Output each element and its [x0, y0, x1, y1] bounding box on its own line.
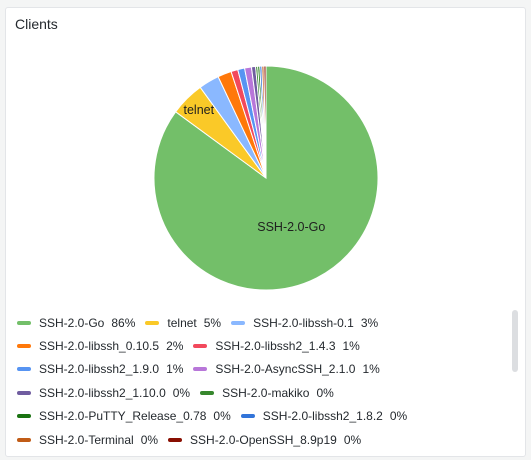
legend-percent: 5% — [203, 315, 222, 330]
legend-percent: 0% — [140, 432, 159, 447]
pie-chart: SSH-2.0-Go telnet — [153, 65, 379, 291]
legend-percent: 86% — [111, 315, 136, 330]
legend-label: SSH-2.0-makiko — [222, 385, 310, 400]
pie-slice-ssh-2-0-openssh-8-9p19[interactable] — [263, 65, 267, 179]
legend-label: SSH-2.0-libssh2_1.4.3 — [215, 339, 336, 354]
legend-item[interactable]: SSH-2.0-Terminal 0% — [17, 433, 158, 447]
legend-swatch — [168, 437, 183, 442]
legend-item[interactable]: SSH-2.0-Go 86% — [17, 316, 135, 330]
legend-swatch — [17, 414, 31, 419]
legend-item[interactable]: SSH-2.0-libssh_0.10.5 2% — [17, 339, 183, 353]
chart-legend: SSH-2.0-Go 86% telnet 5% SSH-2.0-libssh-0.1 3… — [17, 311, 497, 451]
legend-percent: 1% — [166, 362, 184, 377]
legend-label: SSH-2.0-libssh-0.1 — [253, 315, 354, 330]
legend-row: SSH-2.0-PuTTY_Release_0.78 0% SSH-2.0-libs… — [17, 405, 497, 428]
legend-label: SSH-2.0-libssh2_1.9.0 — [39, 362, 160, 377]
legend-percent: 0% — [213, 409, 231, 424]
legend-row: SSH-2.0-libssh2_1.10.0 0% SSH-2.0-makiko 0% — [17, 381, 497, 404]
legend-percent: 3% — [360, 315, 379, 330]
legend-item[interactable]: SSH-2.0-libssh2_1.4.3 1% — [193, 339, 360, 354]
legend-item[interactable]: SSH-2.0-makiko 0% — [200, 386, 334, 400]
legend-percent: 0% — [172, 385, 191, 400]
legend-row: SSH-2.0-Terminal 0% SSH-2.0-OpenSSH_8.9p19… — [17, 428, 497, 451]
legend-swatch — [145, 320, 160, 325]
legend-percent: 1% — [362, 362, 380, 377]
legend-label: SSH-2.0-OpenSSH_8.9p19 — [190, 432, 337, 447]
legend-label: telnet — [167, 315, 197, 330]
legend-item[interactable]: SSH-2.0-libssh2_1.8.2 0% — [240, 409, 408, 424]
legend-item[interactable]: SSH-2.0-libssh2_1.9.0 1% — [17, 362, 183, 376]
panel-title[interactable]: Clients — [15, 16, 58, 32]
legend-item[interactable]: SSH-2.0-AsyncSSH_2.1.0 1% — [193, 362, 380, 377]
legend-percent: 2% — [166, 339, 184, 354]
slice-label: telnet — [184, 103, 215, 117]
legend-item[interactable]: SSH-2.0-OpenSSH_8.9p19 0% — [168, 433, 361, 447]
legend-swatch — [17, 344, 31, 349]
slice-label: SSH-2.0-Go — [257, 220, 325, 234]
clients-panel: Clients SSH-2.0-Go telnet SSH-2.0-Go 86% te… — [5, 7, 526, 457]
legend-swatch — [17, 390, 31, 395]
legend-swatch — [17, 437, 31, 442]
legend-label: SSH-2.0-Go — [39, 315, 105, 330]
legend-swatch — [193, 344, 208, 349]
legend-label: SSH-2.0-AsyncSSH_2.1.0 — [215, 362, 356, 377]
legend-label: SSH-2.0-libssh2_1.8.2 — [262, 409, 383, 424]
legend-swatch — [193, 367, 208, 372]
legend-percent: 0% — [343, 432, 362, 447]
legend-item[interactable]: telnet 5% — [145, 316, 221, 330]
legend-row: SSH-2.0-libssh_0.10.5 2% SSH-2.0-libssh2_1… — [17, 334, 497, 357]
legend-item[interactable]: SSH-2.0-libssh2_1.10.0 0% — [17, 386, 190, 400]
legend-item[interactable]: SSH-2.0-PuTTY_Release_0.78 0% — [17, 409, 231, 423]
legend-swatch — [17, 367, 31, 372]
legend-label: SSH-2.0-libssh2_1.10.0 — [39, 385, 166, 400]
legend-label: SSH-2.0-libssh_0.10.5 — [39, 339, 160, 354]
legend-percent: 0% — [389, 409, 408, 424]
legend-row: SSH-2.0-Go 86% telnet 5% SSH-2.0-libssh-0.1 3… — [17, 311, 497, 334]
legend-percent: 0% — [316, 385, 334, 400]
legend-swatch — [200, 390, 215, 395]
legend-swatch — [231, 320, 246, 325]
legend-scrollbar[interactable] — [512, 310, 518, 372]
legend-percent: 1% — [342, 339, 360, 354]
legend-item[interactable]: SSH-2.0-libssh-0.1 3% — [231, 316, 378, 330]
legend-label: SSH-2.0-PuTTY_Release_0.78 — [39, 409, 207, 424]
legend-swatch — [240, 414, 255, 419]
legend-swatch — [17, 320, 31, 325]
legend-label: SSH-2.0-Terminal — [39, 432, 134, 447]
legend-row: SSH-2.0-libssh2_1.9.0 1% SSH-2.0-AsyncSSH_… — [17, 358, 497, 381]
